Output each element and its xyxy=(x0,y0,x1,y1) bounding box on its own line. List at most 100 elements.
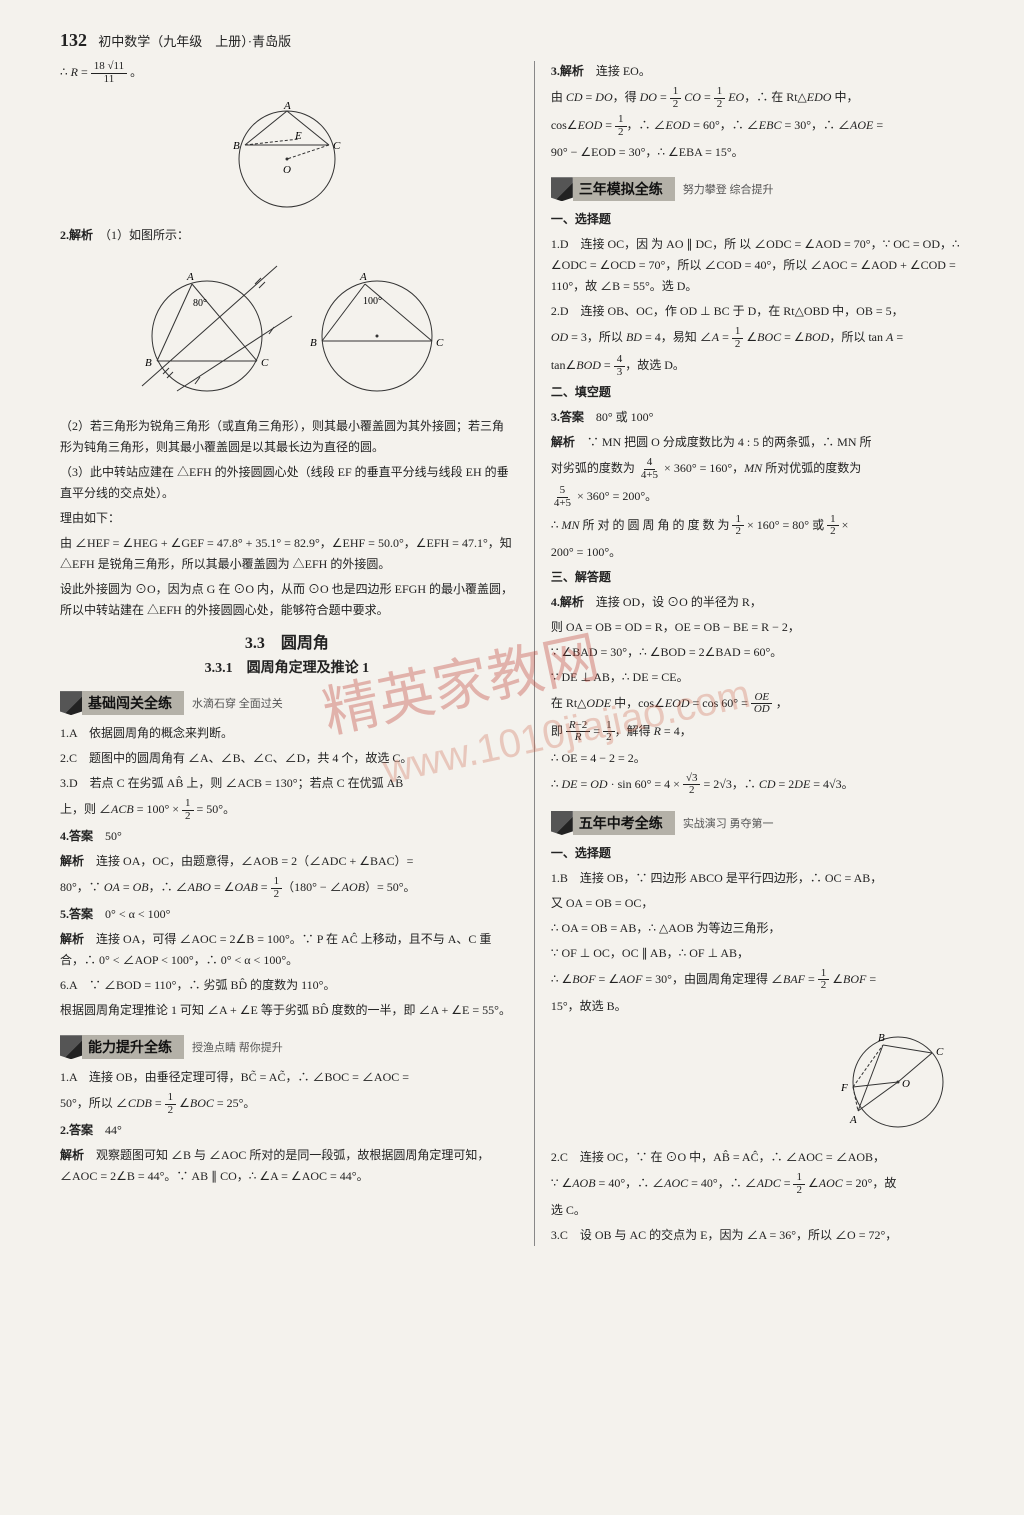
c2-exp: 解析 观察题图可知 ∠B 与 ∠AOC 所对的是同一段弧，故根据圆周角定理可知，… xyxy=(60,1145,514,1187)
m1: 1.D 连接 OC，因 为 AO ∥ DC，所 以 ∠ODC = ∠AOD = … xyxy=(551,234,988,297)
m-ans: 三、解答题 xyxy=(551,567,988,588)
z2b: ∵ ∠AOB = 40°，∴ ∠AOC = 40°，∴ ∠ADC = 12 ∠A… xyxy=(551,1172,988,1196)
band-sub: 努力攀登 综合提升 xyxy=(683,181,774,197)
m4b: 则 OA = OB = OD = R，OE = OB − BE = R − 2， xyxy=(551,617,988,638)
band-sub: 实战演习 勇夺第一 xyxy=(683,815,774,831)
z1f: 15°，故选 B。 xyxy=(551,996,988,1017)
svg-text:O: O xyxy=(283,164,291,176)
m-fill: 二、填空题 xyxy=(551,382,988,403)
z1e: ∴ ∠BOF = ∠AOF = 30°，由圆周角定理得 ∠BAF = 12 ∠B… xyxy=(551,968,988,992)
z3: 3.C 设 OB 与 AC 的交点为 E，因为 ∠A = 36°，所以 ∠O =… xyxy=(551,1225,988,1246)
band-title: 三年模拟全练 xyxy=(573,177,675,201)
band-icon xyxy=(60,691,82,715)
m3e3: 54+5 × 360° = 200°。 xyxy=(551,485,988,509)
m4d: ∵ DE ⊥ AB，∴ DE = CE。 xyxy=(551,667,988,688)
m2b: OD = 3，所以 BD = 4，易知 ∠A = 12 ∠BOC = ∠BOD，… xyxy=(551,326,988,350)
z1b: 又 OA = OB = OC， xyxy=(551,893,988,914)
b4: 4.答案 50° xyxy=(60,826,514,847)
reason-label: 理由如下： xyxy=(60,508,514,529)
band-icon xyxy=(551,811,573,835)
b3b: 上，则 ∠ACB = 100° × 12 = 50°。 xyxy=(60,798,514,822)
m3e2: 对劣弧的度数为 44+5 × 360° = 160°，MN 所对优弧的度数为 xyxy=(551,457,988,481)
m4e: 在 Rt△ODE 中，cos∠EOD = cos 60° = OEOD ， xyxy=(551,692,988,716)
reason2: 设此外接圆为 ⊙O，因为点 G 在 ⊙O 内，从而 ⊙O 也是四边形 EFGH … xyxy=(60,579,514,621)
section-3-3-1: 3.3.1 圆周角定理及推论 1 xyxy=(60,657,514,677)
book-title: 初中数学（九年级 上册）·青岛版 xyxy=(98,34,291,49)
band-sub: 水滴石穿 全面过关 xyxy=(192,695,283,711)
z1c: ∴ OA = OB = AB，∴ △AOB 为等边三角形， xyxy=(551,918,988,939)
b6a: 6.A ∵ ∠BOD = 110°，∴ 劣弧 BD̂ 的度数为 110°。 xyxy=(60,975,514,996)
band-5year: 五年中考全练 实战演习 勇夺第一 xyxy=(551,811,988,835)
b4-exp: 解析 连接 OA，OC，由题意得，∠AOB = 2（∠ADC + ∠BAC）= xyxy=(60,851,514,872)
m4h: ∴ DE = OD · sin 60° = 4 × √32 = 2√3，∴ CD… xyxy=(551,773,988,797)
m2a: 2.D 连接 OB、OC，作 OD ⊥ BC 于 D，在 Rt△OBD 中，OB… xyxy=(551,301,988,322)
section-3-3: 3.3 圆周角 xyxy=(60,629,514,653)
page-header: 132 初中数学（九年级 上册）·青岛版 xyxy=(60,30,988,51)
b2: 2.C 题图中的圆周角有 ∠A、∠B、∠C、∠D，共 4 个，故选 C。 xyxy=(60,748,514,769)
svg-text:B: B xyxy=(145,357,152,369)
m4f: 即 R−2R = 12，解得 R = 4， xyxy=(551,720,988,744)
c2: 2.答案 44° xyxy=(60,1120,514,1141)
q2b: （2）若三角形为锐角三角形（或直角三角形），则其最小覆盖圆为其外接圆；若三角形为… xyxy=(60,416,514,458)
m2c: tan∠BOD = 43，故选 D。 xyxy=(551,354,988,378)
c1b: 50°，所以 ∠CDB = 12 ∠BOC = 25°。 xyxy=(60,1092,514,1116)
svg-text:B: B xyxy=(878,1032,885,1044)
band-sub: 授渔点睛 帮你提升 xyxy=(192,1039,283,1055)
c1a: 1.A 连接 OB，由垂径定理可得，BC̃ = AC̃，∴ ∠BOC = ∠AO… xyxy=(60,1067,514,1088)
right-column: 3.解析 连接 EO。 由 CD = DO，得 DO = 12 CO = 12 … xyxy=(534,61,988,1246)
m-select: 一、选择题 xyxy=(551,209,988,230)
figure-1: A B C E O xyxy=(60,95,514,215)
z-select: 一、选择题 xyxy=(551,843,988,864)
band-title: 五年中考全练 xyxy=(573,811,675,835)
band-3year: 三年模拟全练 努力攀登 综合提升 xyxy=(551,177,988,201)
svg-text:B: B xyxy=(310,337,317,349)
z1d: ∵ OF ⊥ OC，OC ∥ AB，∴ OF ⊥ AB， xyxy=(551,943,988,964)
reason1: 由 ∠HEF = ∠HEG + ∠GEF = 47.8° + 35.1° = 8… xyxy=(60,533,514,575)
svg-text:A: A xyxy=(359,271,367,283)
b3a: 3.D 若点 C 在劣弧 AB̂ 上，则 ∠ACB = 130°；若点 C 在优… xyxy=(60,773,514,794)
band-icon xyxy=(60,1035,82,1059)
formula-R: ∴ R = 18 √1111 。 xyxy=(60,61,514,85)
m4: 4.解析 连接 OD，设 ⊙O 的半径为 R， xyxy=(551,592,988,613)
band-basics: 基础闯关全练 水滴石穿 全面过关 xyxy=(60,691,514,715)
b5-exp: 解析 连接 OA，可得 ∠AOC = 2∠B = 100°。∵ P 在 AĈ 上… xyxy=(60,929,514,971)
left-column: ∴ R = 18 √1111 。 A B C E O xyxy=(60,61,514,1246)
z2c: 选 C。 xyxy=(551,1200,988,1221)
figure-3: B C F A O xyxy=(551,1027,988,1137)
svg-text:E: E xyxy=(294,130,302,142)
svg-text:C: C xyxy=(261,357,269,369)
svg-text:O: O xyxy=(902,1078,910,1090)
figure-2: A B C 80° A B C 100° xyxy=(60,256,514,406)
page-number: 132 xyxy=(60,30,87,50)
q2-label: 2.解析 （1）如图所示： xyxy=(60,225,514,246)
b1: 1.A 依据圆周角的概念来判断。 xyxy=(60,723,514,744)
r3b: 由 CD = DO，得 DO = 12 CO = 12 EO，∴ 在 Rt△ED… xyxy=(551,86,988,110)
m3: 3.答案 80° 或 100° xyxy=(551,407,988,428)
m3e1: 解析 ∵ MN 把圆 O 分成度数比为 4 : 5 的两条弧，∴ MN 所 xyxy=(551,432,988,453)
svg-text:B: B xyxy=(233,140,240,152)
svg-text:80°: 80° xyxy=(193,298,207,309)
m3e5: 200° = 100°。 xyxy=(551,542,988,563)
r3c: cos∠EOD = 12，∴ ∠EOD = 60°，∴ ∠EBC = 30°，∴… xyxy=(551,114,988,138)
band-icon xyxy=(551,177,573,201)
r3d: 90° − ∠EOD = 30°，∴ ∠EBA = 15°。 xyxy=(551,142,988,163)
m3e4: ∴ MN 所 对 的 圆 周 角 的 度 数 为 12 × 160° = 80°… xyxy=(551,514,988,538)
svg-text:A: A xyxy=(283,100,291,112)
r3: 3.解析 连接 EO。 xyxy=(551,61,988,82)
m4g: ∴ OE = 4 − 2 = 2。 xyxy=(551,748,988,769)
z1a: 1.B 连接 OB，∵ 四边形 ABCO 是平行四边形，∴ OC = AB， xyxy=(551,868,988,889)
b6b: 根据圆周角定理推论 1 可知 ∠A + ∠E 等于劣弧 BD̂ 度数的一半，即 … xyxy=(60,1000,514,1021)
svg-text:F: F xyxy=(840,1082,848,1094)
svg-text:C: C xyxy=(436,337,444,349)
svg-text:A: A xyxy=(186,271,194,283)
svg-text:100°: 100° xyxy=(363,296,382,307)
b5: 5.答案 0° < α < 100° xyxy=(60,904,514,925)
q2c: （3）此中转站应建在 △EFH 的外接圆圆心处（线段 EF 的垂直平分线与线段 … xyxy=(60,462,514,504)
svg-text:A: A xyxy=(849,1114,857,1126)
band-ability: 能力提升全练 授渔点睛 帮你提升 xyxy=(60,1035,514,1059)
svg-text:C: C xyxy=(333,140,341,152)
m4c: ∵ ∠BAD = 30°，∴ ∠BOD = 2∠BAD = 60°。 xyxy=(551,642,988,663)
b4-exp2: 80°，∵ OA = OB，∴ ∠ABO = ∠OAB = 12（180° − … xyxy=(60,876,514,900)
band-title: 基础闯关全练 xyxy=(82,691,184,715)
band-title: 能力提升全练 xyxy=(82,1035,184,1059)
